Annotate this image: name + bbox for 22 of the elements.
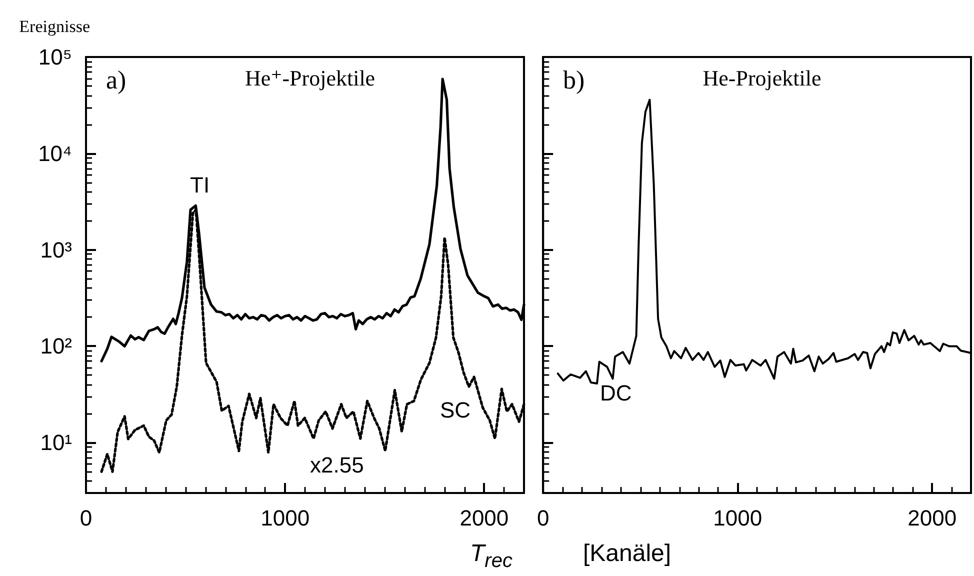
- y-tick-label: 10²: [40, 334, 72, 359]
- chart-title: He-Projektile: [702, 66, 822, 90]
- x-tick-label: 0: [80, 506, 92, 530]
- x-tick-label: 1000: [260, 506, 310, 530]
- x-axis-title: T$_{rec}$: [470, 540, 512, 574]
- annotation: x2.55: [310, 452, 364, 478]
- x-axis-title: [Kanäle]: [583, 540, 672, 568]
- annotation: SC: [440, 398, 471, 422]
- y-tick-label: 10³: [40, 237, 72, 262]
- annotation: DC: [600, 380, 632, 406]
- x-tick-label: 0: [536, 506, 550, 530]
- x-tick-label: 2000: [908, 506, 957, 530]
- x-tick-label: 1000: [713, 506, 762, 530]
- chart-title: He⁺-Projektile: [244, 66, 376, 90]
- y-tick-label: 10⁵: [38, 44, 72, 70]
- y-tick-label: 10⁴: [38, 140, 72, 166]
- annotation: a): [106, 66, 126, 94]
- y-axis-title: Ereignisse: [19, 17, 90, 36]
- y-tick-label: 10¹: [40, 430, 72, 456]
- annotation: b): [563, 66, 585, 94]
- annotation: TI: [190, 172, 210, 198]
- x-tick-label: 2000: [460, 506, 509, 530]
